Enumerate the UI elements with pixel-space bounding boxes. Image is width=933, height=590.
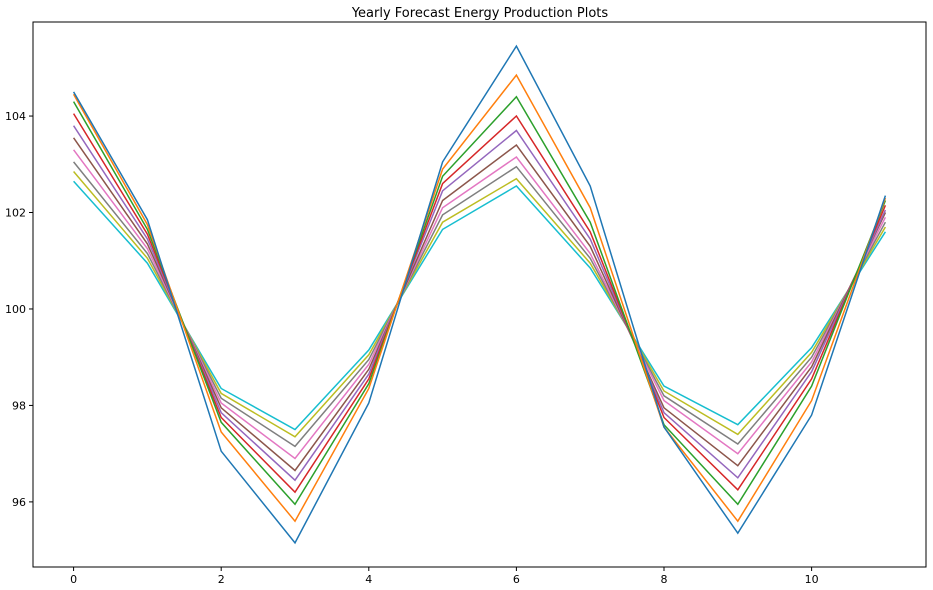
y-tick-label: 96 [12, 496, 26, 509]
line-series-4 [72, 113, 887, 494]
line-series-2 [72, 73, 887, 523]
x-axis-ticks: 0 2 4 6 8 10 [70, 567, 819, 586]
x-tick-label: 6 [513, 573, 520, 586]
y-tick-label: 100 [5, 303, 26, 316]
line-series-7 [72, 149, 887, 460]
x-tick-label: 4 [365, 573, 372, 586]
y-tick-label: 98 [12, 399, 26, 412]
x-tick-label: 2 [218, 573, 225, 586]
y-tick-label: 104 [5, 110, 26, 123]
chart-title: Yearly Forecast Energy Production Plots [351, 6, 609, 21]
series-lines [72, 44, 887, 545]
x-tick-label: 8 [661, 573, 668, 586]
line-series-9 [73, 171, 887, 438]
x-tick-label: 10 [805, 573, 819, 586]
line-series-3 [72, 95, 887, 506]
plot-area [32, 21, 927, 568]
line-series-5 [72, 125, 887, 482]
line-series-10 [73, 180, 887, 431]
y-tick-label: 102 [5, 207, 26, 220]
y-axis-ticks: 96 98 100 102 104 [5, 110, 33, 509]
x-tick-label: 0 [70, 573, 77, 586]
line-series-1 [72, 44, 887, 545]
line-series-8 [73, 161, 887, 448]
line-series-6 [72, 137, 887, 472]
